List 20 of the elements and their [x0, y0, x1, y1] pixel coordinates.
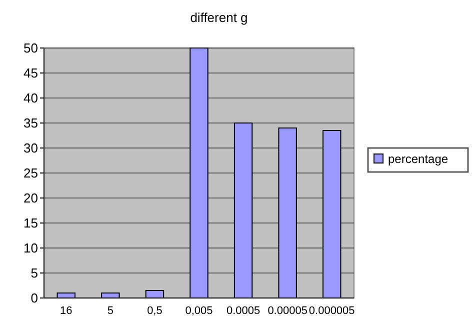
y-tick-label: 20	[24, 190, 38, 206]
y-tick-label: 35	[24, 116, 38, 131]
x-tick-label: 5	[107, 305, 114, 317]
x-tick-label: 0.0005	[226, 305, 260, 317]
y-tick-label: 15	[24, 216, 38, 231]
y-tick-label: 25	[24, 166, 38, 181]
x-tick-label: 0.000005	[308, 305, 355, 317]
x-tick-label: 0.00005	[268, 305, 308, 317]
x-tick-label: 0,005	[185, 305, 213, 317]
y-tick-label: 0	[30, 290, 38, 306]
y-tick-label: 50	[24, 40, 38, 56]
y-tick-label: 5	[30, 266, 38, 281]
chart-title: different g	[190, 10, 248, 25]
x-tick-label: 16	[60, 305, 72, 317]
y-tick-label: 45	[24, 66, 38, 81]
legend-label: percentage	[388, 152, 448, 166]
y-tick-label: 40	[24, 90, 38, 106]
y-tick-label: 10	[24, 240, 38, 256]
y-tick-label: 30	[24, 140, 38, 156]
x-tick-label: 0,5	[147, 305, 162, 317]
